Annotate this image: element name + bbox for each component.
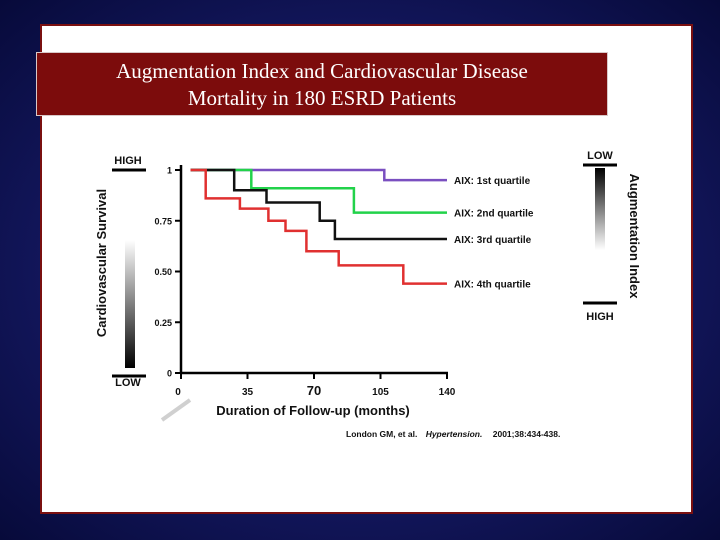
y-ticks: 0 0.25 0.50 0.75 1 bbox=[154, 166, 181, 379]
right-low-label: LOW bbox=[587, 150, 613, 162]
title-line-1: Augmentation Index and Cardiovascular Di… bbox=[116, 59, 528, 83]
title-line-2: Mortality in 180 ESRD Patients bbox=[187, 86, 457, 110]
aix-gradient-bar bbox=[595, 168, 605, 250]
x-tick-label: 0 bbox=[175, 387, 181, 398]
series-line-4 bbox=[190, 168, 447, 285]
y-tick-label: 0.50 bbox=[154, 267, 172, 277]
axis-shadow bbox=[160, 398, 192, 422]
x-tick-label: 70 bbox=[307, 383, 321, 398]
right-high-label: HIGH bbox=[586, 311, 614, 323]
y-tick-label: 0.75 bbox=[154, 216, 172, 226]
citation-authors: London GM, et al. bbox=[346, 429, 417, 439]
series-label-4: AIX: 4th quartile bbox=[454, 280, 531, 291]
title-banner: Augmentation Index and Cardiovascular Di… bbox=[36, 52, 608, 116]
y-axis-label: Cardiovascular Survival bbox=[94, 189, 109, 337]
series-label-2: AIX: 2nd quartile bbox=[454, 209, 534, 220]
y-tick-label: 0 bbox=[167, 369, 172, 379]
right-axis-label: Augmentation Index bbox=[627, 174, 642, 300]
series-line-3 bbox=[190, 168, 447, 241]
x-axis-label: Duration of Follow-up (months) bbox=[216, 403, 410, 418]
citation-ref: 2001;38:434-438. bbox=[493, 429, 561, 439]
series-label-1: AIX: 1st quartile bbox=[454, 176, 531, 187]
citation: London GM, et al. Hypertension. 2001;38:… bbox=[346, 429, 560, 439]
citation-journal: Hypertension. bbox=[426, 429, 483, 439]
x-tick-label: 35 bbox=[242, 387, 254, 398]
x-tick-label: 140 bbox=[439, 387, 456, 398]
y-low-label: LOW bbox=[115, 377, 141, 389]
y-tick-label: 1 bbox=[167, 166, 172, 176]
x-ticks: 0 35 70 105 140 bbox=[175, 373, 456, 398]
series-line-1 bbox=[190, 168, 447, 182]
x-tick-label: 105 bbox=[372, 387, 389, 398]
series-label-3: AIX: 3rd quartile bbox=[454, 235, 532, 246]
survival-gradient-bar bbox=[125, 240, 135, 368]
y-high-label: HIGH bbox=[114, 155, 142, 167]
y-tick-label: 0.25 bbox=[154, 318, 172, 328]
series-line-2 bbox=[190, 168, 447, 214]
series-lines: AIX: 1st quartile AIX: 2nd quartile AIX: 3… bbox=[190, 168, 534, 291]
